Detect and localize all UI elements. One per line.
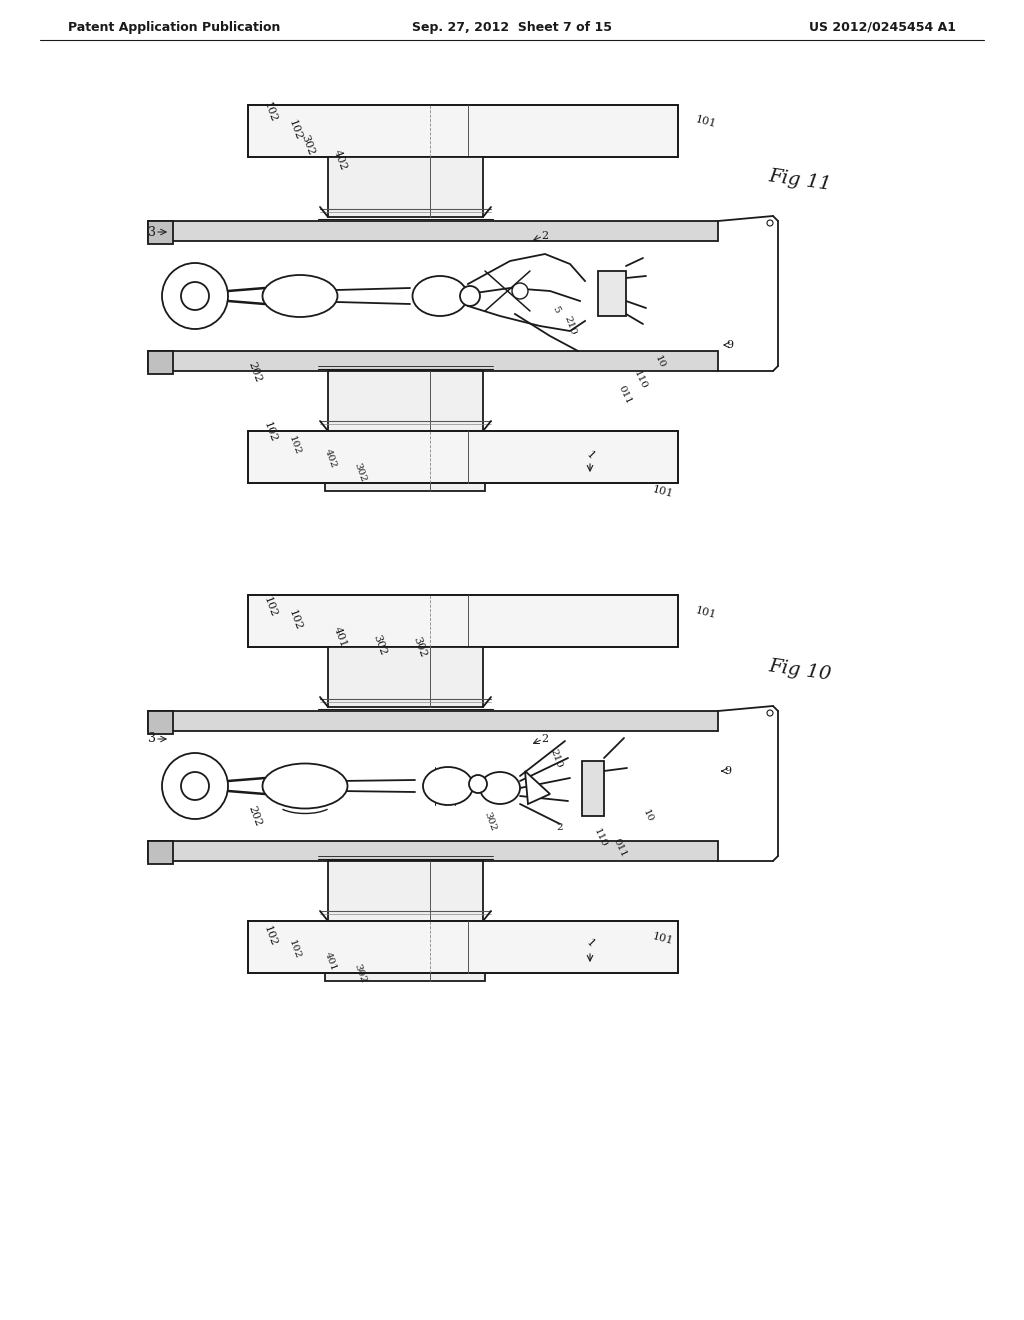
Bar — [248, 432, 678, 483]
Text: 202: 202 — [247, 360, 263, 384]
Text: 10: 10 — [653, 354, 667, 370]
Ellipse shape — [262, 275, 338, 317]
Text: 2: 2 — [542, 734, 549, 744]
Text: 102: 102 — [288, 434, 303, 455]
Text: 2: 2 — [542, 231, 549, 242]
Circle shape — [181, 772, 209, 800]
Text: 401: 401 — [323, 950, 338, 972]
Text: 101: 101 — [651, 484, 675, 499]
Circle shape — [469, 775, 487, 793]
Bar — [148, 841, 173, 865]
Text: 102: 102 — [288, 939, 303, 960]
Text: 1: 1 — [584, 937, 596, 949]
Bar — [328, 157, 483, 216]
Bar — [582, 762, 604, 816]
Circle shape — [162, 263, 228, 329]
Text: 110: 110 — [632, 370, 648, 391]
Bar — [248, 595, 678, 647]
Bar — [328, 647, 483, 708]
Text: 210: 210 — [549, 747, 563, 768]
Bar — [148, 351, 173, 374]
Text: 101: 101 — [694, 115, 718, 129]
Text: 302: 302 — [372, 634, 388, 657]
Text: 202: 202 — [247, 804, 263, 828]
Bar — [248, 921, 678, 973]
Circle shape — [767, 710, 773, 715]
Ellipse shape — [262, 763, 347, 808]
Text: 102: 102 — [287, 609, 303, 632]
Ellipse shape — [480, 772, 520, 804]
Ellipse shape — [413, 276, 468, 315]
Text: 402: 402 — [332, 148, 348, 172]
Text: 101: 101 — [651, 932, 675, 946]
Circle shape — [460, 286, 480, 306]
Text: 110: 110 — [592, 828, 608, 849]
Text: 302: 302 — [300, 133, 316, 157]
Text: 302: 302 — [482, 810, 498, 832]
Circle shape — [512, 282, 528, 300]
Text: 402: 402 — [323, 447, 338, 469]
Text: 102: 102 — [262, 595, 279, 619]
Text: 102: 102 — [262, 420, 279, 444]
Bar — [598, 271, 626, 315]
Bar — [148, 711, 718, 731]
Text: 102: 102 — [262, 924, 279, 948]
Text: Fig 10: Fig 10 — [767, 656, 833, 684]
Circle shape — [767, 220, 773, 226]
Text: 102: 102 — [287, 119, 303, 141]
Text: 102: 102 — [262, 100, 279, 124]
Bar — [325, 432, 485, 491]
Text: 101: 101 — [694, 606, 718, 620]
Text: 1: 1 — [584, 449, 596, 461]
Text: US 2012/0245454 A1: US 2012/0245454 A1 — [809, 21, 956, 33]
Bar — [248, 106, 678, 157]
Text: 9: 9 — [726, 341, 733, 350]
Text: Sep. 27, 2012  Sheet 7 of 15: Sep. 27, 2012 Sheet 7 of 15 — [412, 21, 612, 33]
Polygon shape — [525, 771, 550, 804]
Bar — [148, 711, 173, 734]
Text: 9: 9 — [724, 766, 731, 776]
Text: 5: 5 — [551, 305, 561, 315]
Text: 302: 302 — [412, 635, 428, 659]
Text: Patent Application Publication: Patent Application Publication — [68, 21, 281, 33]
Bar — [328, 861, 483, 921]
Bar — [328, 371, 483, 432]
Text: 10: 10 — [641, 808, 655, 824]
Ellipse shape — [423, 767, 473, 805]
Circle shape — [162, 752, 228, 818]
Text: 302: 302 — [352, 461, 368, 483]
Bar — [325, 921, 485, 981]
Text: 3: 3 — [148, 733, 156, 746]
Circle shape — [181, 282, 209, 310]
Bar — [148, 841, 718, 861]
Text: 2: 2 — [557, 824, 563, 833]
Text: Fig 11: Fig 11 — [767, 166, 833, 193]
Text: 011: 011 — [616, 384, 633, 407]
Bar — [148, 220, 718, 242]
Text: 3: 3 — [148, 226, 156, 239]
Bar — [148, 351, 718, 371]
Bar — [148, 220, 173, 244]
Text: 210: 210 — [562, 314, 578, 335]
Text: 302: 302 — [352, 962, 368, 983]
Text: 401: 401 — [332, 626, 348, 648]
Text: 011: 011 — [611, 837, 629, 859]
